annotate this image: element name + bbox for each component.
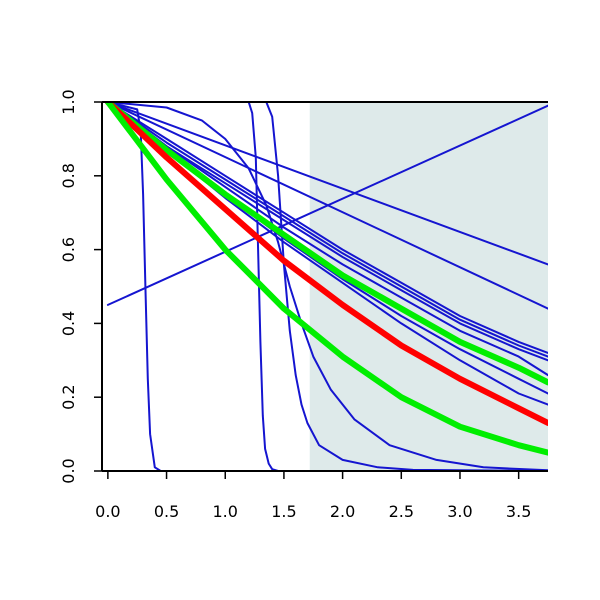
series-line-4 bbox=[106, 102, 548, 471]
series-line-8 bbox=[106, 102, 548, 354]
x-tick-label: 1.5 bbox=[271, 502, 296, 521]
series-line-7 bbox=[106, 102, 548, 310]
series-line-10 bbox=[106, 102, 548, 362]
x-axis: 0.0 0.5 1.0 1.5 2.0 2.5 3.0 3.5 bbox=[95, 471, 531, 521]
y-tick-label: 0.6 bbox=[59, 237, 78, 262]
series-line-3 bbox=[106, 102, 548, 471]
y-tick-label: 0.4 bbox=[59, 311, 78, 336]
y-tick-label: 1.0 bbox=[59, 89, 78, 114]
series-line-14 bbox=[104, 102, 548, 386]
series-line-16 bbox=[104, 102, 548, 456]
series-layer bbox=[104, 102, 548, 471]
x-tick-label: 3.5 bbox=[506, 502, 531, 521]
y-axis: 0.0 0.2 0.4 0.6 0.8 1.0 bbox=[59, 89, 102, 484]
x-tick-label: 2.5 bbox=[389, 502, 414, 521]
x-tick-label: 1.0 bbox=[213, 502, 238, 521]
y-tick-label: 0.0 bbox=[59, 458, 78, 483]
x-tick-label: 2.0 bbox=[330, 502, 355, 521]
series-line-9 bbox=[106, 102, 548, 358]
x-tick-label: 3.0 bbox=[447, 502, 472, 521]
series-line-15 bbox=[104, 102, 548, 426]
y-tick-label: 0.8 bbox=[59, 163, 78, 188]
series-line-6 bbox=[106, 102, 548, 266]
series-line-2 bbox=[106, 102, 548, 471]
shaded-region-layer bbox=[309, 102, 548, 471]
axes-frame bbox=[101, 101, 548, 472]
shaded-region bbox=[309, 102, 548, 471]
x-tick-label: 0.5 bbox=[154, 502, 179, 521]
x-tick-label: 0.0 bbox=[95, 502, 120, 521]
y-tick-label: 0.2 bbox=[59, 384, 78, 409]
series-line-11 bbox=[106, 102, 548, 377]
